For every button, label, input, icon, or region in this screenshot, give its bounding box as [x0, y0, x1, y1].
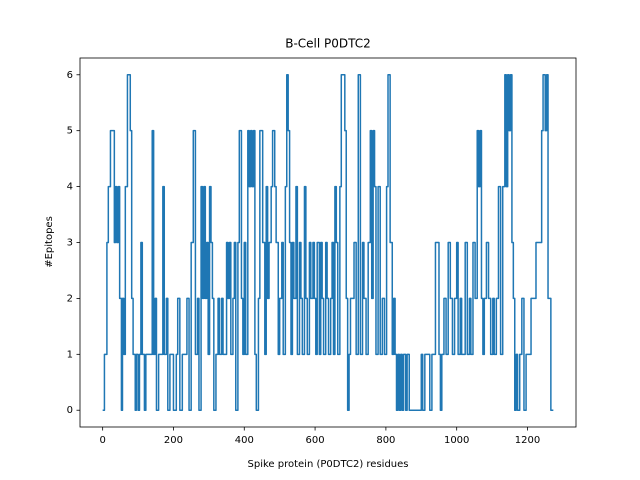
chart-title: B-Cell P0DTC2 — [285, 37, 371, 51]
x-tick-label: 600 — [306, 435, 325, 446]
plot-frame — [79, 57, 577, 428]
y-tick-label: 4 — [67, 182, 73, 193]
y-tick-label: 6 — [67, 70, 73, 81]
x-axis-label: Spike protein (P0DTC2) residues — [248, 459, 409, 470]
y-tick-label: 5 — [67, 126, 73, 137]
x-tick-label: 1000 — [444, 435, 469, 446]
line-series — [102, 74, 554, 411]
y-tick-label: 2 — [67, 293, 73, 304]
y-axis-label: #Epitopes — [44, 216, 55, 268]
y-tick-label: 0 — [67, 405, 73, 416]
x-tick-label: 800 — [376, 435, 395, 446]
x-tick-label: 1200 — [515, 435, 540, 446]
x-tick-label: 0 — [99, 435, 105, 446]
x-tick-label: 400 — [235, 435, 254, 446]
y-tick-label: 3 — [67, 238, 73, 249]
y-tick-label: 1 — [67, 349, 73, 360]
x-tick-label: 200 — [164, 435, 183, 446]
